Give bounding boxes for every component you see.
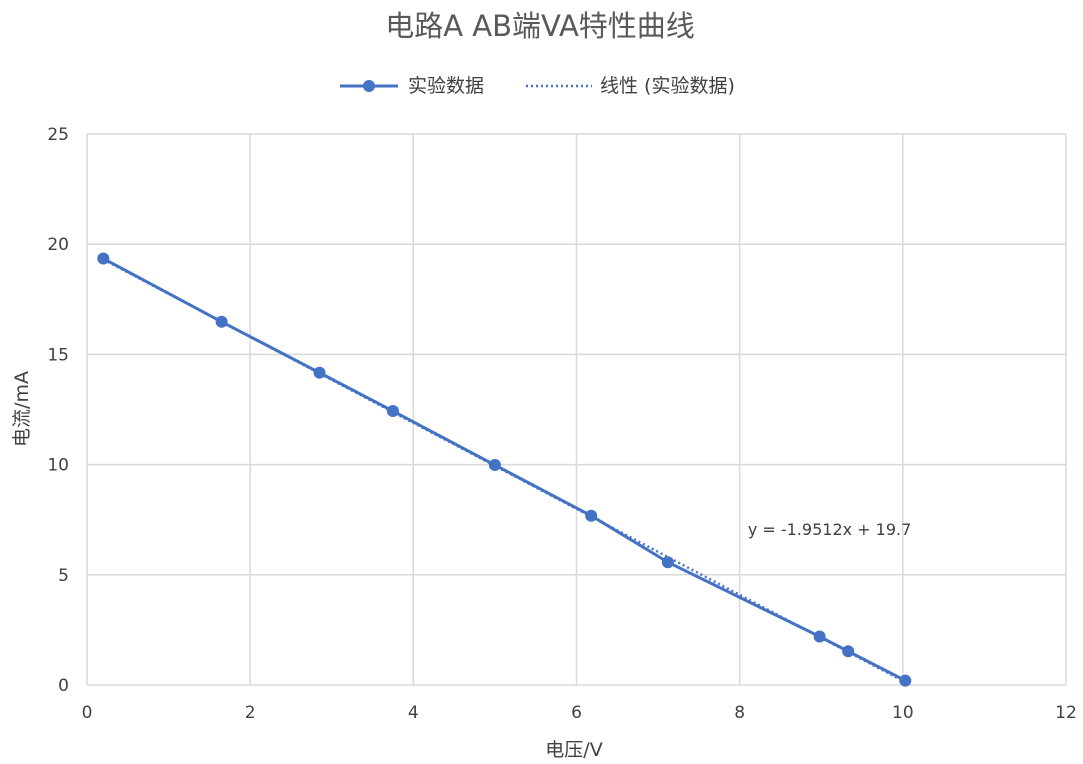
data-points	[97, 252, 912, 687]
x-axis-ticks: 0 2 4 6 8 10 12	[82, 703, 1077, 723]
data-point	[813, 630, 826, 643]
data-point	[585, 509, 598, 522]
legend-point-marker	[363, 80, 375, 92]
vertical-gridlines	[86, 134, 1067, 685]
data-point	[313, 366, 326, 379]
data-point	[488, 459, 501, 472]
x-tick-label: 6	[571, 703, 582, 723]
data-point	[386, 405, 399, 418]
y-axis-ticks: 0 5 10 15 20 25	[47, 125, 69, 696]
x-tick-label: 4	[408, 703, 419, 723]
y-tick-label: 0	[58, 676, 69, 696]
x-tick-label: 10	[892, 703, 914, 723]
data-point	[842, 645, 855, 658]
trendline-equation: y = -1.9512x + 19.7	[748, 520, 911, 539]
legend: 实验数据 线性 (实验数据)	[340, 75, 735, 97]
data-point	[97, 252, 110, 265]
y-tick-label: 25	[47, 125, 69, 145]
legend-label-data: 实验数据	[408, 75, 484, 97]
x-tick-label: 2	[245, 703, 256, 723]
x-axis-label: 电压/V	[545, 739, 602, 761]
data-point	[661, 556, 674, 569]
x-tick-label: 0	[82, 703, 93, 723]
horizontal-gridlines	[87, 133, 1066, 686]
data-point	[899, 674, 912, 687]
x-tick-label: 8	[734, 703, 745, 723]
y-tick-label: 5	[58, 566, 69, 586]
y-tick-label: 15	[47, 345, 69, 365]
x-tick-label: 12	[1055, 703, 1077, 723]
y-tick-label: 20	[47, 235, 69, 255]
y-axis-label: 电流/mA	[11, 371, 33, 447]
legend-label-trendline: 线性 (实验数据)	[600, 75, 735, 97]
data-point	[215, 315, 228, 328]
chart-title: 电路A AB端VA特性曲线	[385, 9, 695, 43]
series-line	[102, 257, 906, 682]
y-tick-label: 10	[47, 456, 69, 476]
